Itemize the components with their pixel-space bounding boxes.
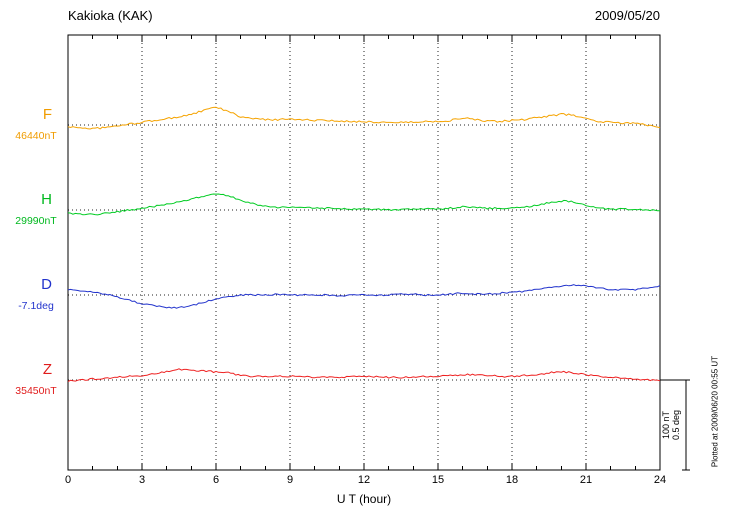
- x-tick-label-6: 6: [212, 474, 220, 486]
- x-tick-label-9: 9: [286, 474, 294, 486]
- x-tick-label-3: 3: [138, 474, 146, 486]
- x-tick-label-15: 15: [431, 474, 445, 486]
- channel-label-H: H: [41, 191, 52, 208]
- trace-H: [67, 193, 661, 216]
- channel-value-Z: 35450nT: [15, 385, 57, 397]
- channel-label-F: F: [42, 106, 52, 123]
- x-tick-label-18: 18: [505, 474, 519, 486]
- scale-bar-label-deg: 0.5 deg: [671, 409, 681, 441]
- plotted-at-note: Plotted at 2009/06/20 00:55 UT: [710, 355, 720, 468]
- scale-bar-label-nt: 100 nT: [661, 410, 671, 440]
- station-title: Kakioka (KAK): [68, 8, 153, 23]
- trace-F: [67, 106, 661, 130]
- channel-label-Z: Z: [42, 361, 52, 378]
- x-tick-label-21: 21: [579, 474, 593, 486]
- channel-value-H: 29990nT: [15, 215, 57, 227]
- x-tick-label-0: 0: [64, 474, 72, 486]
- channel-value-F: 46440nT: [15, 130, 57, 142]
- channel-value-D: -7.1deg: [18, 300, 54, 312]
- channel-label-D: D: [41, 276, 52, 293]
- x-tick-label-24: 24: [653, 474, 667, 486]
- trace-Z: [67, 368, 661, 382]
- x-tick-label-12: 12: [357, 474, 371, 486]
- observation-date: 2009/05/20: [594, 8, 660, 23]
- plot-frame: [67, 34, 661, 471]
- x-axis-label: U T (hour): [336, 492, 392, 506]
- scale-bar-label: 100 nT 0.5 deg: [661, 403, 683, 447]
- trace-D: [67, 284, 661, 309]
